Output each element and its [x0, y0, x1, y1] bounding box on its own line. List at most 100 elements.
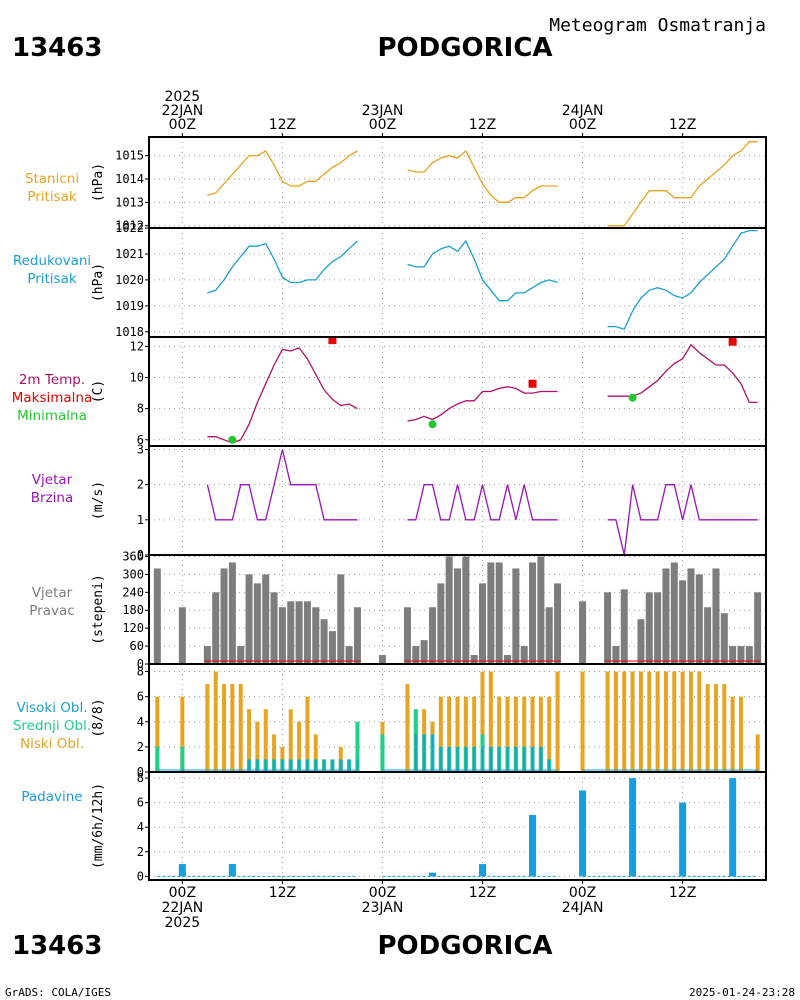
series-line [207, 150, 358, 196]
panel-label: 2m Temp. [19, 372, 85, 388]
cloud-bar [356, 759, 359, 772]
cloud-bar [313, 734, 318, 772]
direction-bar [695, 574, 703, 664]
direction-bar [645, 592, 653, 664]
y-tick-label: 8 [137, 402, 144, 416]
cloud-bar [439, 746, 442, 772]
cloud-bar [248, 759, 251, 772]
cloud-bar [247, 709, 252, 772]
cloud-bar [289, 759, 292, 772]
y-tick-label: 60 [130, 639, 144, 653]
time-label-top: 00Z [369, 117, 396, 133]
product-title: Meteogram Osmatranja [549, 15, 766, 36]
y-tick-label: 300 [122, 567, 144, 581]
time-label-top: 22JAN [161, 103, 203, 119]
cloud-bar [288, 709, 293, 772]
text-layer: 1012101310141015(hPa)StanicniPritisak101… [12, 89, 697, 931]
cloud-bar [438, 696, 443, 772]
cloud-bar [355, 721, 360, 772]
cloud-bar [481, 746, 484, 772]
direction-bar [495, 562, 503, 664]
cloud-bar [205, 684, 210, 772]
frames-layer [145, 133, 767, 884]
cloud-bar [713, 684, 718, 772]
direction-bar [654, 592, 662, 664]
cloud-bar [222, 684, 227, 772]
cloud-bar [238, 684, 243, 772]
y-tick-label: 2 [137, 740, 144, 754]
y-tick-label: 8 [137, 665, 144, 679]
cloud-bar [580, 671, 585, 772]
time-label-top: 00Z [569, 117, 596, 133]
cloud-bar [155, 696, 160, 772]
time-label-bottom: 12Z [469, 885, 496, 901]
cloud-bar [738, 696, 743, 772]
panel-label: Srednji Obl. [13, 718, 91, 734]
cloud-bar [472, 696, 477, 772]
y-tick-label: 1013 [115, 195, 144, 209]
cloud-bar [431, 734, 434, 772]
panel-frame [148, 227, 767, 338]
y-tick-label: 0 [137, 657, 144, 671]
precip-bar [428, 872, 436, 877]
y-axis-label: (stepeni) [91, 574, 106, 644]
cloud-bar [522, 696, 527, 772]
min-temp-marker [428, 420, 437, 429]
cloud-bar [306, 759, 309, 772]
direction-bar [403, 607, 411, 664]
cloud-bar [663, 671, 668, 772]
time-label-bottom: 24JAN [562, 900, 604, 916]
cloud-bar [547, 696, 552, 772]
panel-label: Pravac [29, 603, 74, 619]
cloud-bar [331, 759, 334, 772]
y-tick-label: 240 [122, 585, 144, 599]
direction-bar [378, 655, 386, 664]
y-axis-label: (8/8) [91, 698, 106, 737]
y-tick-label: 6 [137, 690, 144, 704]
series-line [407, 386, 558, 422]
cloud-bar [538, 696, 543, 772]
cloud-bar [697, 671, 702, 772]
direction-bar [153, 568, 161, 664]
max-temp-marker [728, 337, 737, 346]
cloud-bar [638, 671, 643, 772]
y-tick-label: 2 [137, 478, 144, 492]
cloud-bar [680, 671, 685, 772]
y-tick-label: 6 [137, 796, 144, 810]
precip-bar [729, 778, 737, 877]
direction-bar [712, 568, 720, 664]
max-temp-marker [328, 336, 337, 345]
cloud-bar [530, 696, 535, 772]
timestamp: 2025-01-24-23:28 [689, 986, 795, 999]
direction-bar [220, 568, 228, 664]
direction-bar [262, 574, 270, 664]
direction-bar [445, 556, 453, 664]
cloud-bar [463, 696, 468, 772]
series-line [407, 239, 558, 302]
panel-label: Pritisak [27, 271, 77, 287]
series-line [207, 240, 358, 294]
cloud-bar [180, 696, 185, 772]
direction-bar [754, 592, 762, 664]
cloud-bar [447, 696, 452, 772]
direction-bar [604, 592, 612, 664]
cloud-bar [272, 734, 277, 772]
cloud-bar [455, 696, 460, 772]
y-tick-label: 1018 [115, 325, 144, 339]
y-axis-label: (hPa) [91, 263, 106, 302]
cloud-bar [755, 734, 760, 772]
y-tick-label: 1015 [115, 149, 144, 163]
station-id-bottom: 13463 [12, 931, 102, 961]
panel-label: Vjetar [32, 585, 73, 601]
direction-bar [579, 601, 587, 664]
time-label-top: 12Z [669, 117, 696, 133]
time-label-bottom: 23JAN [362, 900, 404, 916]
series-line [607, 343, 758, 404]
series-line [607, 484, 758, 556]
y-axis-label: (hPa) [91, 163, 106, 202]
direction-bar [504, 655, 512, 664]
direction-bar [704, 607, 712, 664]
cloud-bar [730, 696, 735, 772]
station-name-top: PODGORICA [377, 33, 552, 63]
panel-label: Padavine [21, 789, 82, 805]
